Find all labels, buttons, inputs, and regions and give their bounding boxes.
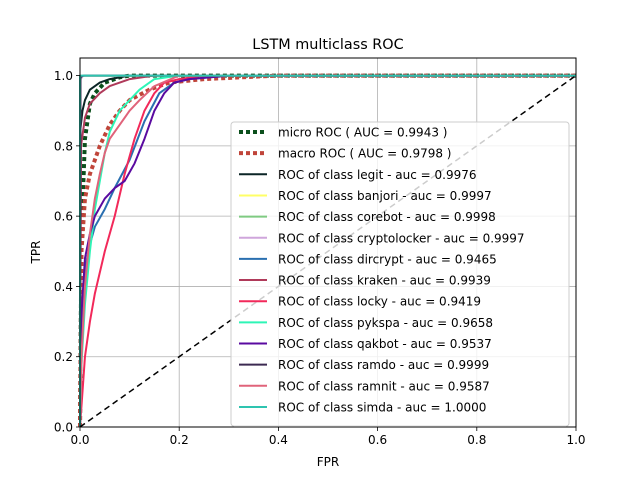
series-line-7 [79, 74, 576, 428]
legend-box [230, 121, 570, 427]
x-tick-label: 1.0 [566, 433, 585, 447]
legend-label: micro ROC ( AUC = 0.9943 ) [278, 126, 447, 140]
axis-ticks: 0.0 0.2 0.4 0.6 0.8 1.0 0.0 0.2 0.4 0.6 0.8 1.0 [54, 69, 586, 447]
legend-label: ROC of class locky - auc = 0.9419 [278, 295, 481, 309]
y-tick-label: 1.0 [54, 69, 73, 83]
legend-label: ROC of class ramdo - auc = 0.9999 [278, 358, 489, 372]
legend-label: ROC of class dircrypt - auc = 0.9465 [278, 252, 497, 266]
y-tick-label: 0.0 [54, 421, 73, 435]
legend-label: ROC of class qakbot - auc = 0.9537 [278, 337, 492, 351]
x-tick-label: 0.6 [368, 433, 387, 447]
legend-label: ROC of class ramnit - auc = 0.9587 [278, 379, 490, 393]
chart-title: LSTM multiclass ROC [252, 37, 403, 53]
legend-label: ROC of class kraken - auc = 0.9939 [278, 274, 491, 288]
legend-label: ROC of class cryptolocker - auc = 0.9997 [278, 231, 525, 245]
y-tick-label: 0.4 [54, 280, 73, 294]
x-tick-label: 0.4 [269, 433, 288, 447]
series-line-12 [79, 74, 576, 428]
x-tick-label: 0.2 [170, 433, 189, 447]
legend-label: macro ROC ( AUC = 0.9798 ) [278, 147, 451, 161]
plot-frame [79, 57, 577, 428]
legend-label: ROC of class banjori - auc = 0.9997 [278, 189, 492, 203]
y-tick-label: 0.6 [54, 210, 73, 224]
series-line-10 [79, 74, 576, 428]
legend: micro ROC ( AUC = 0.9943 ) macro ROC ( AU… [230, 121, 570, 427]
x-tick-label: 0.0 [70, 433, 89, 447]
legend-label: ROC of class simda - auc = 1.0000 [278, 400, 486, 414]
y-tick-label: 0.2 [54, 350, 73, 364]
y-axis-label: TPR [29, 241, 43, 265]
y-tick-label: 0.8 [54, 139, 73, 153]
legend-label: ROC of class corebot - auc = 0.9998 [278, 210, 496, 224]
x-axis-label: FPR [317, 455, 339, 469]
series-line-9 [79, 74, 576, 428]
legend-label: ROC of class legit - auc = 0.9976 [278, 168, 477, 182]
legend-label: ROC of class pykspa - auc = 0.9658 [278, 316, 493, 330]
series-line-8 [79, 74, 576, 428]
x-tick-label: 0.8 [467, 433, 486, 447]
